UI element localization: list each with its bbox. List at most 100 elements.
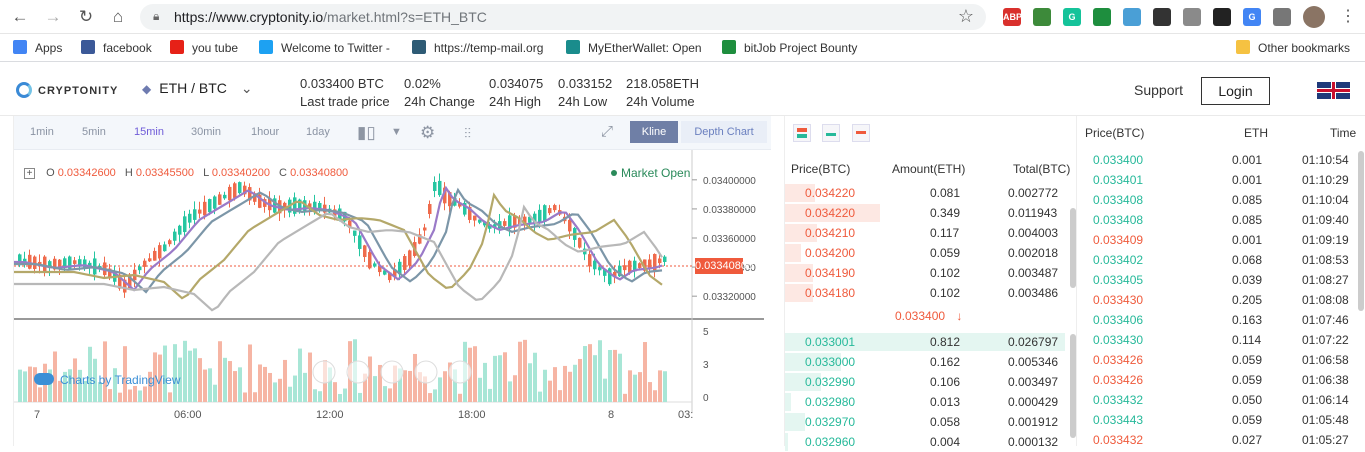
candle (643, 259, 647, 271)
volume-bar (613, 349, 617, 402)
other-bookmarks[interactable]: Other bookmarks (1236, 40, 1350, 56)
extension-icon[interactable] (1093, 8, 1111, 26)
volume-bar (548, 380, 552, 402)
extension-icon[interactable] (1273, 8, 1291, 26)
candle (463, 202, 467, 215)
candle (518, 217, 522, 225)
candle (283, 202, 287, 211)
ask-row[interactable]: 0.034190 0.102 0.003487 (785, 263, 1071, 283)
support-link[interactable]: Support (1134, 82, 1184, 98)
volume-bar (598, 340, 602, 402)
trade-row: 0.033432 0.050 01:06:14 (1093, 393, 1349, 407)
candle (418, 234, 422, 244)
bookmark-item[interactable]: https://temp-mail.org (412, 40, 543, 56)
ask-row[interactable]: 0.034210 0.117 0.004003 (785, 223, 1071, 243)
profile-avatar[interactable] (1303, 6, 1325, 28)
extension-icon[interactable] (1213, 8, 1231, 26)
candle-type-icon[interactable]: ▮▯ (357, 123, 376, 142)
book-asks-icon[interactable] (851, 124, 870, 142)
ask-row[interactable]: 0.034200 0.059 0.002018 (785, 243, 1071, 263)
candle (603, 269, 607, 276)
extension-icon[interactable] (1123, 8, 1141, 26)
bid-row[interactable]: 0.032960 0.004 0.000132 (785, 432, 1071, 452)
reload-icon[interactable]: ↻ (78, 7, 94, 26)
gear-icon[interactable]: ⚙ (420, 123, 436, 142)
extension-icon[interactable]: G (1243, 8, 1261, 26)
timeframe-1hour[interactable]: 1hour (251, 126, 280, 138)
bookmark-item[interactable]: Welcome to Twitter - (259, 40, 390, 56)
volume-bar (663, 371, 667, 402)
home-icon[interactable]: ⌂ (112, 7, 124, 26)
candle (293, 197, 297, 214)
address-bar[interactable]: 🔒︎ https://www.cryptonity.io/market.html… (140, 4, 986, 30)
collapse-icon[interactable]: + (24, 168, 35, 179)
bid-row[interactable]: 0.033000 0.162 0.005346 (785, 352, 1071, 372)
bid-row[interactable]: 0.033001 0.812 0.026797 (785, 332, 1071, 352)
book-bids-icon[interactable] (822, 124, 841, 142)
ask-row[interactable]: 0.034180 0.102 0.003486 (785, 283, 1071, 303)
ask-row[interactable]: 0.034220 0.349 0.011943 (785, 203, 1071, 223)
bid-row[interactable]: 0.032990 0.106 0.003497 (785, 372, 1071, 392)
login-button[interactable]: Login (1201, 77, 1270, 105)
candlestick-chart[interactable]: 0.034000000.033800000.033600000.03340000… (14, 150, 771, 446)
volume-bar (628, 370, 632, 402)
asks-scrollbar[interactable] (1070, 208, 1076, 288)
timeframe-30min[interactable]: 30min (191, 126, 221, 138)
timeframe-1day[interactable]: 1day (306, 126, 330, 138)
fullscreen-icon[interactable]: ⤢ (601, 123, 614, 140)
bookmark-item[interactable]: facebook (81, 40, 152, 56)
bid-row[interactable]: 0.032970 0.058 0.001912 (785, 412, 1071, 432)
bookmark-item[interactable]: MyEtherWallet: Open (566, 40, 702, 56)
url-text[interactable]: https://www.cryptonity.io/market.html?s=… (174, 9, 487, 25)
timeframe-5min[interactable]: 5min (82, 126, 106, 138)
trades-scrollbar[interactable] (1358, 151, 1364, 311)
extension-icon[interactable]: ABP (1003, 8, 1022, 26)
candle (123, 279, 127, 293)
tradingview-brand[interactable]: Charts by TradingView (34, 373, 181, 387)
market-status: Market Open (611, 166, 690, 180)
volume-bar (608, 350, 612, 402)
volume-bar (113, 368, 117, 402)
volume-bar (208, 368, 212, 402)
extension-icon[interactable] (1153, 8, 1171, 26)
timeframe-1min[interactable]: 1min (30, 126, 54, 138)
candle (548, 208, 552, 214)
chart-nav-button[interactable] (380, 360, 404, 384)
tab-kline[interactable]: Kline (630, 121, 678, 143)
bid-row[interactable]: 0.032980 0.013 0.000429 (785, 392, 1071, 412)
volume-bar (493, 355, 497, 402)
candle (58, 259, 62, 268)
extension-icon[interactable] (1033, 8, 1051, 26)
back-arrow-icon[interactable]: ← (11, 7, 29, 26)
candle (443, 187, 447, 204)
bookmark-item[interactable]: Apps (13, 40, 62, 56)
forward-arrow-icon[interactable]: → (44, 7, 62, 26)
caret-down-icon[interactable]: ▼ (391, 126, 402, 138)
chart-nav-button[interactable] (414, 360, 438, 384)
extension-icon[interactable]: G (1063, 8, 1081, 26)
chart-nav-button[interactable] (312, 360, 336, 384)
volume-bar (253, 392, 257, 402)
pair-selector[interactable]: ◆ ETH / BTC ⌄ (142, 80, 253, 96)
chart-nav-button[interactable] (346, 360, 370, 384)
uk-flag-icon[interactable] (1317, 82, 1350, 99)
bookmark-item[interactable]: you tube (170, 40, 238, 56)
chart-nav-button[interactable] (448, 360, 472, 384)
x-axis-tick: 18:00 (458, 409, 486, 421)
logo[interactable]: CRYPTONITY (16, 82, 118, 98)
bids-scrollbar[interactable] (1070, 334, 1076, 438)
bookmark-item[interactable]: bitJob Project Bounty (722, 40, 857, 56)
menu-dots-icon[interactable]: ⋮ (1340, 8, 1356, 25)
bookmark-star-icon[interactable]: ☆ (957, 6, 974, 26)
bookmark-icon (722, 40, 736, 54)
timeframe-15min[interactable]: 15min (134, 126, 164, 138)
volume-bar (648, 382, 652, 402)
indicators-icon[interactable]: ⫶⫶ (464, 125, 471, 141)
candle (163, 244, 167, 252)
tab-depth-chart[interactable]: Depth Chart (681, 121, 767, 143)
candle (138, 266, 142, 271)
book-both-icon[interactable] (793, 124, 811, 142)
x-axis-tick: 03: (678, 409, 693, 421)
ask-row[interactable]: 0.034220 0.081 0.002772 (785, 183, 1071, 203)
extension-icon[interactable] (1183, 8, 1201, 26)
